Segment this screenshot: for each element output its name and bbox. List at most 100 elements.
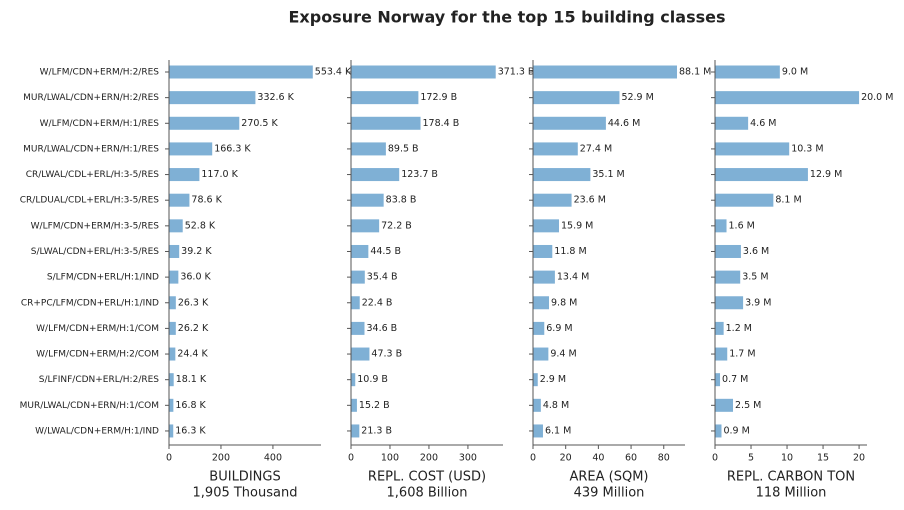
value-label: 9.0 M (782, 67, 808, 78)
x-tick-label: 200 (212, 453, 230, 464)
value-label: 0.9 M (723, 425, 749, 436)
bar (351, 270, 365, 284)
bar (169, 296, 176, 310)
bar (351, 424, 360, 438)
bar (351, 65, 496, 79)
bar (533, 270, 555, 284)
y-tick-label: MUR/LWAL/CDN+ERN/H:1/COM (20, 401, 159, 411)
bar (533, 168, 591, 182)
value-label: 44.6 M (608, 118, 640, 129)
bar (533, 296, 550, 310)
value-label: 11.8 M (554, 246, 586, 257)
y-tick-label: W/LFM/CDN+ERM/H:2/COM (36, 350, 159, 360)
value-label: 89.5 B (388, 143, 419, 154)
bar (715, 347, 728, 361)
value-label: 52.9 M (621, 92, 653, 103)
value-label: 123.7 B (401, 169, 438, 180)
bar (533, 424, 543, 438)
x-tick-label: 20 (560, 453, 572, 464)
x-tick-label: 10 (781, 453, 793, 464)
bar (715, 270, 741, 284)
y-tick-label: W/LFM/CDN+ERM/H:1/COM (36, 324, 159, 334)
value-label: 553.4 K (315, 67, 352, 78)
value-label: 1.6 M (729, 220, 755, 231)
x-axis-label: REPL. CARBON TON (727, 470, 855, 485)
bar (351, 347, 370, 361)
x-tick-label: 20 (853, 453, 865, 464)
x-tick-label: 100 (381, 453, 399, 464)
bar (351, 219, 380, 233)
y-tick-label: MUR/LWAL/CDN+ERN/H:1/RES (23, 144, 159, 154)
bar (533, 91, 620, 105)
bar (169, 321, 176, 335)
value-label: 20.0 M (861, 92, 893, 103)
bar (351, 91, 419, 105)
value-label: 0.7 M (722, 374, 748, 385)
value-label: 3.6 M (743, 246, 769, 257)
x-tick-label: 300 (459, 453, 477, 464)
bar (169, 168, 200, 182)
value-label: 332.6 K (257, 92, 294, 103)
bar (715, 193, 774, 207)
bar (715, 398, 734, 412)
bar (715, 321, 724, 335)
bar (715, 116, 749, 130)
value-label: 15.9 M (561, 220, 593, 231)
x-axis-total: 118 Million (756, 486, 827, 501)
value-label: 6.9 M (546, 323, 572, 334)
value-label: 35.4 B (367, 272, 398, 283)
value-label: 13.4 M (557, 272, 589, 283)
bar (351, 373, 356, 387)
bar (715, 373, 721, 387)
bar (533, 321, 545, 335)
bar (169, 116, 240, 130)
x-axis-total: 439 Million (574, 486, 645, 501)
bar (715, 219, 727, 233)
chart-title: Exposure Norway for the top 15 building … (288, 8, 725, 27)
x-tick-label: 60 (625, 453, 637, 464)
bar (169, 65, 313, 79)
x-tick-label: 5 (748, 453, 754, 464)
bar (715, 142, 790, 156)
value-label: 83.8 B (386, 195, 417, 206)
y-tick-label: S/LFINF/CDN+ERL/H:2/RES (39, 375, 160, 385)
y-tick-label: MUR/LWAL/CDN+ERN/H:2/RES (23, 93, 159, 103)
value-label: 6.1 M (545, 425, 571, 436)
value-label: 9.4 M (550, 349, 576, 360)
bar (169, 424, 174, 438)
value-label: 371.3 B (498, 67, 535, 78)
y-tick-label: S/LFM/CDN+ERL/H:1/IND (47, 273, 159, 283)
value-label: 88.1 M (679, 67, 711, 78)
x-tick-label: 80 (658, 453, 670, 464)
value-label: 26.2 K (178, 323, 209, 334)
x-tick-label: 0 (530, 453, 536, 464)
bar (169, 193, 190, 207)
bar (169, 347, 176, 361)
bar (169, 219, 183, 233)
bar (533, 347, 549, 361)
value-label: 10.9 B (357, 374, 388, 385)
bar (169, 244, 180, 258)
bar (715, 168, 808, 182)
value-label: 78.6 K (191, 195, 222, 206)
value-label: 16.3 K (175, 425, 206, 436)
y-tick-label: CR/LDUAL/CDL+ERL/H:3-5/RES (20, 196, 160, 206)
bar (169, 91, 256, 105)
y-tick-label: CR+PC/LFM/CDN+ERL/H:1/IND (21, 298, 159, 308)
x-tick-label: 200 (420, 453, 438, 464)
x-tick-label: 0 (166, 453, 172, 464)
x-tick-label: 40 (592, 453, 604, 464)
value-label: 4.8 M (543, 400, 569, 411)
value-label: 172.9 B (420, 92, 457, 103)
value-label: 18.1 K (176, 374, 207, 385)
bar (351, 193, 384, 207)
value-label: 2.9 M (540, 374, 566, 385)
x-axis-total: 1,905 Thousand (193, 486, 298, 501)
bar (351, 321, 365, 335)
x-axis-label: AREA (SQM) (569, 470, 648, 485)
bar (351, 398, 357, 412)
x-tick-label: 15 (817, 453, 829, 464)
bar (169, 398, 174, 412)
value-label: 178.4 B (423, 118, 460, 129)
